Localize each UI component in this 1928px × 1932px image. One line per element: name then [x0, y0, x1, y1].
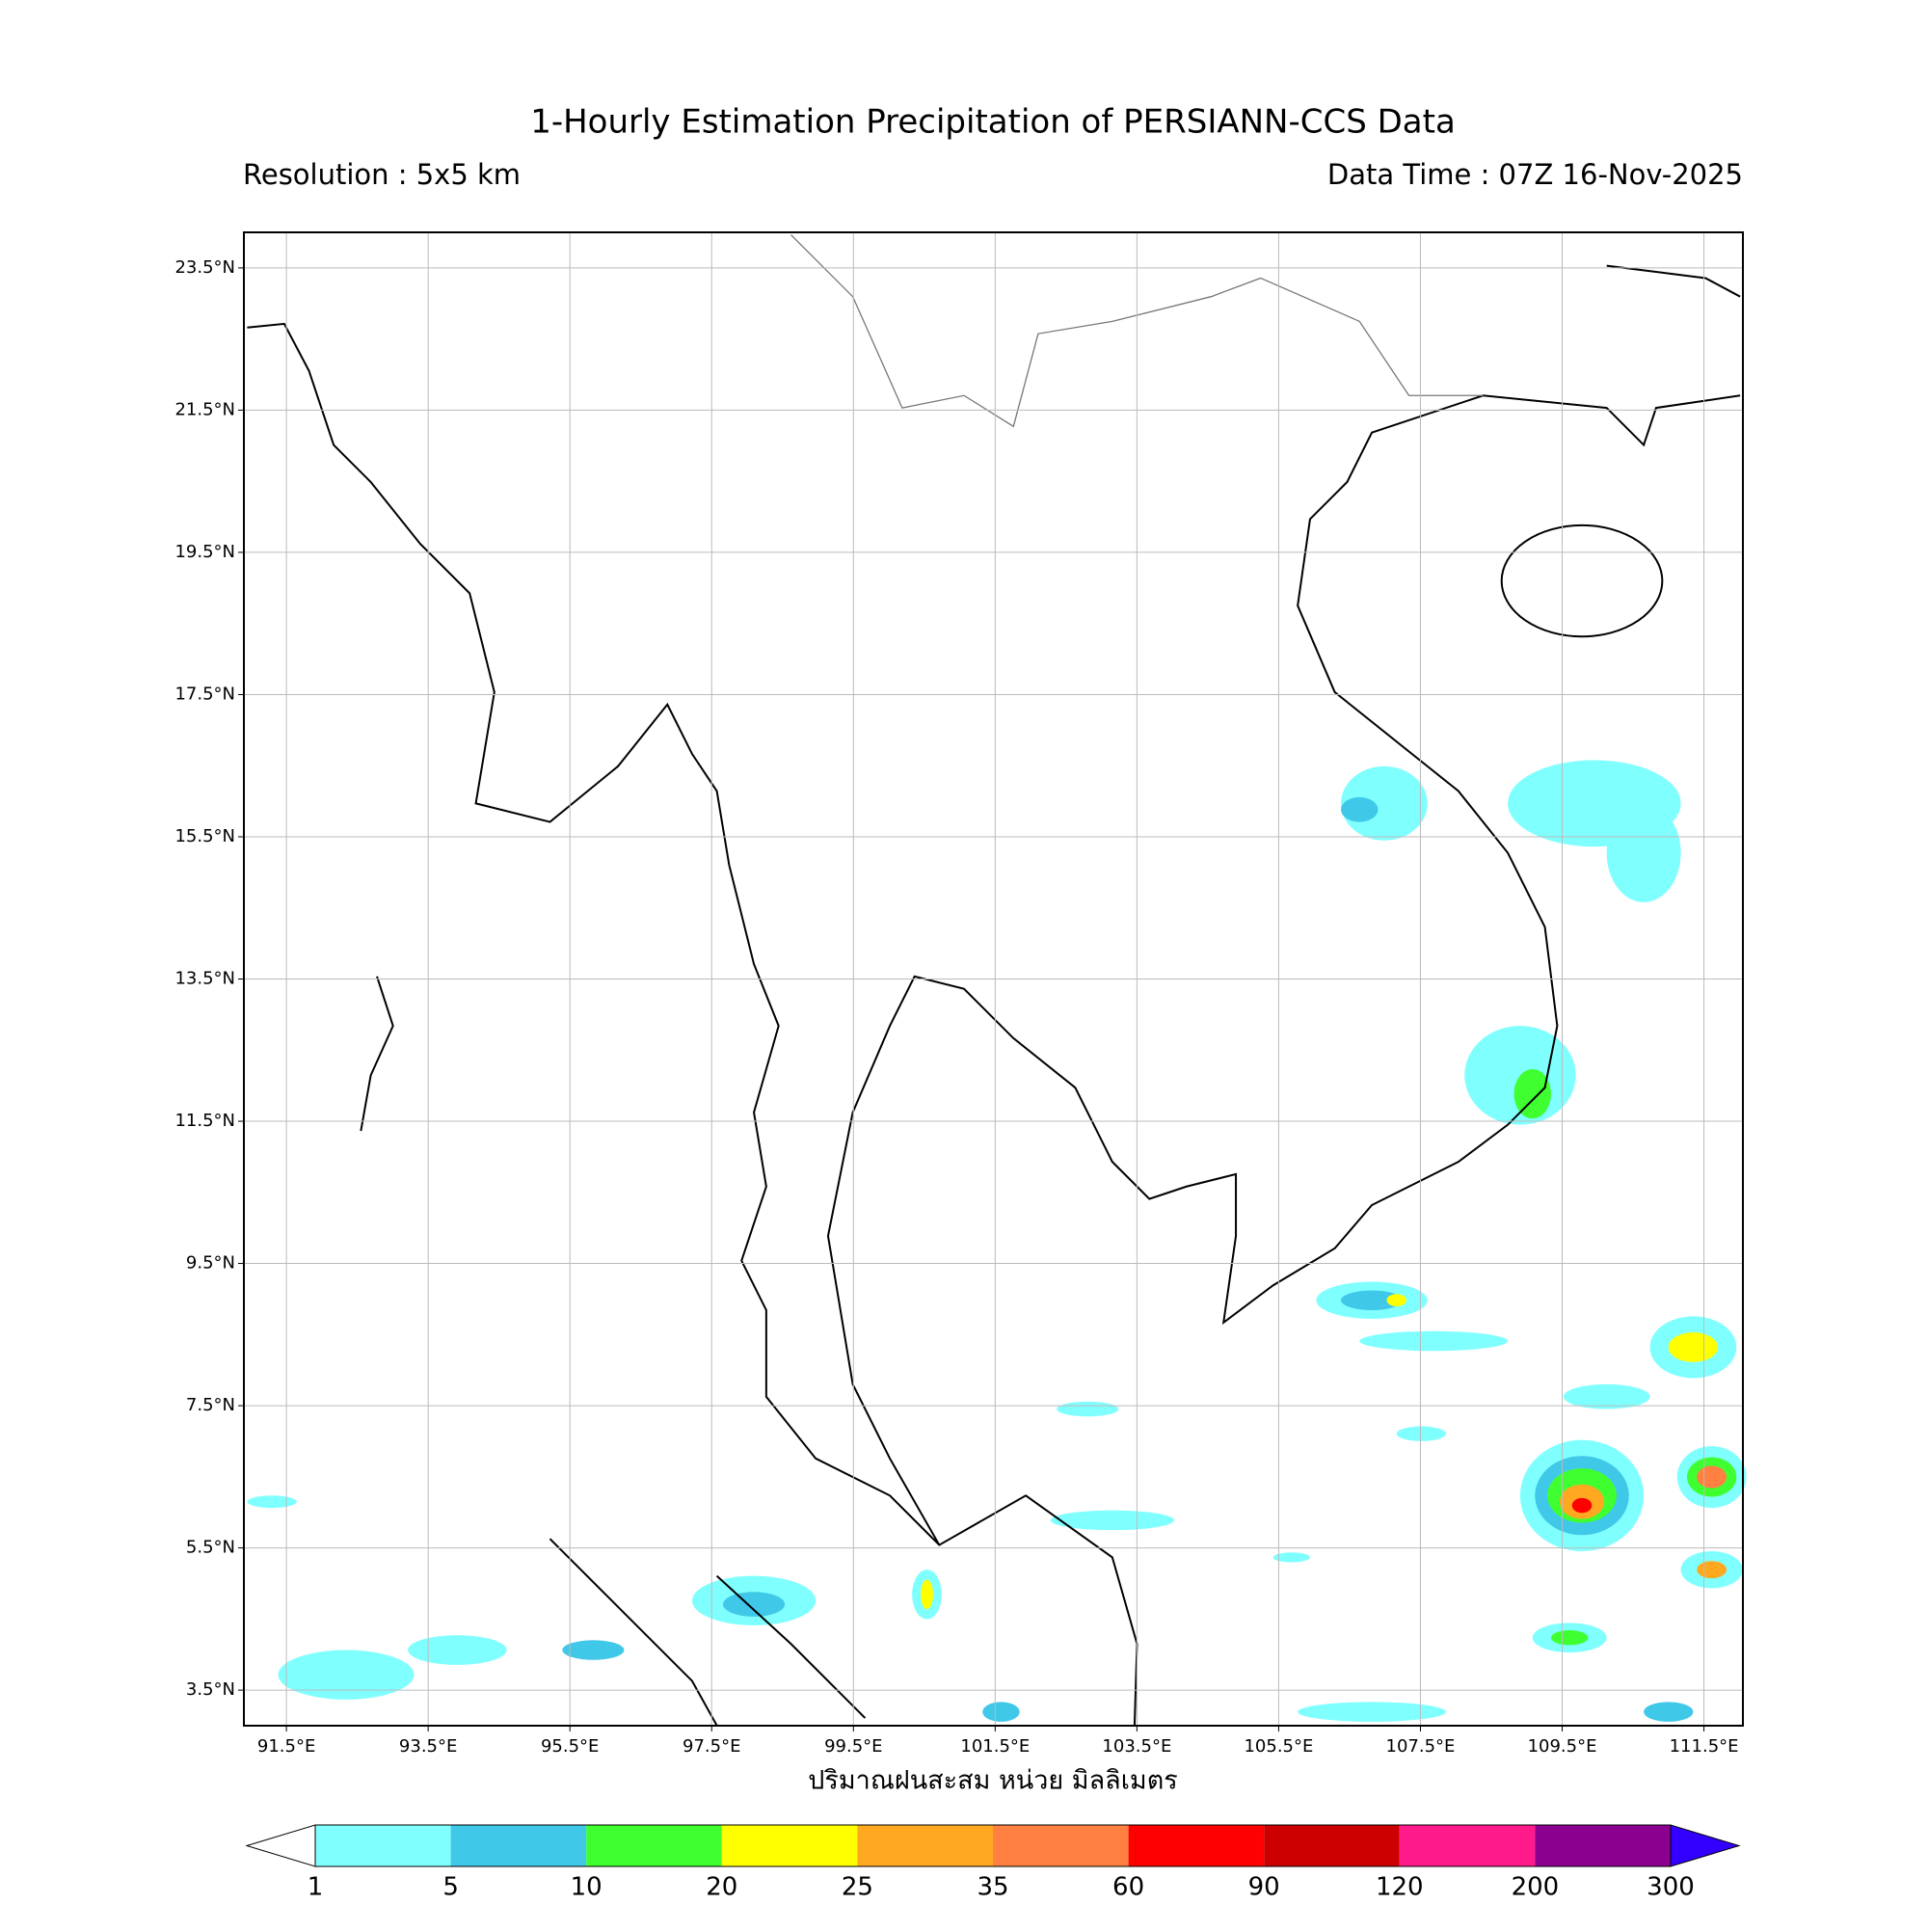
map-frame [243, 231, 1744, 1727]
rain-area [408, 1635, 507, 1665]
colorbar-frame [314, 1824, 1672, 1867]
x-tick-label: 101.5°E [960, 1736, 1030, 1757]
rain-area [1341, 765, 1428, 841]
x-tick-label: 105.5°E [1244, 1736, 1313, 1757]
rain-area [1050, 1510, 1174, 1531]
colorbar-segment [1128, 1825, 1265, 1866]
rain-area [278, 1650, 415, 1700]
colorbar-tick-label: 5 [442, 1873, 459, 1902]
x-tick-label: 93.5°E [399, 1736, 457, 1757]
colorbar-tick-label: 60 [1112, 1873, 1144, 1902]
colorbar-tick-label: 120 [1376, 1873, 1424, 1902]
rain-area [1386, 1294, 1406, 1307]
rain-area [1513, 1068, 1551, 1119]
rain-area [1668, 1332, 1719, 1362]
rain-area [1057, 1401, 1119, 1417]
y-tick-label: 11.5°N [174, 1111, 235, 1131]
y-tick-label: 21.5°N [174, 399, 235, 419]
colorbar-tick-label: 35 [977, 1873, 1008, 1902]
coastline [247, 322, 1138, 1726]
colorbar-segment [1399, 1825, 1536, 1866]
rain-area [1563, 1383, 1650, 1409]
data-time: Data Time : 07Z 16-Nov-2025 [1327, 158, 1743, 191]
colorbar-segment [993, 1825, 1129, 1866]
rain-area [1298, 1702, 1446, 1722]
colorbar-segment [586, 1825, 722, 1866]
coastline [1606, 264, 1741, 298]
y-tick-label: 23.5°N [174, 257, 235, 278]
colorbar-segment [1264, 1825, 1400, 1866]
rain-area [1359, 1330, 1509, 1352]
rain-area [723, 1592, 786, 1617]
colorbar-tick-label: 25 [842, 1873, 873, 1902]
colorbar-tick-label: 90 [1248, 1873, 1280, 1902]
y-tick-label: 13.5°N [174, 969, 235, 989]
y-tick-label: 17.5°N [174, 684, 235, 704]
y-tick-label: 9.5°N [186, 1253, 235, 1274]
rain-area [1697, 1465, 1727, 1489]
rain-area [247, 1495, 297, 1509]
y-tick-label: 5.5°N [186, 1538, 235, 1558]
colorbar-segment [315, 1825, 451, 1866]
coastline [826, 394, 1741, 1546]
colorbar-over [1670, 1824, 1741, 1867]
y-tick-label: 19.5°N [174, 542, 235, 562]
resolution: Resolution : 5x5 km [243, 158, 521, 191]
coastline [1500, 523, 1664, 638]
x-tick-label: 91.5°E [257, 1736, 315, 1757]
colorbar-tick-label: 300 [1647, 1873, 1695, 1902]
rain-area [982, 1702, 1020, 1722]
rain-area [562, 1640, 625, 1660]
colorbar-segment [450, 1825, 587, 1866]
rain-area [1341, 1290, 1404, 1310]
rain-area [1341, 796, 1379, 822]
colorbar-tick-label: 20 [706, 1873, 737, 1902]
colorbar-label: ปริมาณฝนสะสม หน่วย มิลลิเมตร [808, 1766, 1178, 1796]
y-tick-label: 7.5°N [186, 1395, 235, 1415]
border [790, 234, 1484, 428]
rain-area [1272, 1552, 1310, 1563]
x-tick-label: 95.5°E [541, 1736, 599, 1757]
coastline [715, 1574, 867, 1719]
x-tick-label: 107.5°E [1386, 1736, 1456, 1757]
x-tick-label: 109.5°E [1528, 1736, 1597, 1757]
colorbar-tick-label: 10 [571, 1873, 602, 1902]
x-tick-label: 103.5°E [1102, 1736, 1171, 1757]
colorbar-tick-label: 200 [1512, 1873, 1560, 1902]
x-tick-label: 111.5°E [1670, 1736, 1739, 1757]
rain-area [1550, 1630, 1589, 1646]
colorbar-under [245, 1824, 316, 1867]
title: 1-Hourly Estimation Precipitation of PER… [530, 103, 1456, 142]
x-tick-label: 99.5°E [824, 1736, 882, 1757]
colorbar-segment [1535, 1825, 1671, 1866]
rain-area [1606, 803, 1681, 902]
y-tick-label: 3.5°N [186, 1679, 235, 1700]
y-tick-label: 15.5°N [174, 826, 235, 846]
colorbar-segment [721, 1825, 858, 1866]
colorbar-tick-label: 1 [308, 1873, 324, 1902]
rain-area [921, 1579, 933, 1610]
rain-area [1396, 1426, 1447, 1441]
rain-area [1644, 1702, 1694, 1722]
colorbar: 1 5 10 20 25 35 60 90 120 200 300 [245, 1824, 1741, 1902]
coastline [360, 976, 394, 1132]
coastline [549, 1538, 718, 1727]
map: 91.5°E 93.5°E 95.5°E 97.5°E 99.5°E 101.5°E 103… [174, 231, 1747, 1757]
rain-area [1697, 1561, 1727, 1579]
colorbar-segment [857, 1825, 993, 1866]
rain-area [1571, 1497, 1593, 1514]
x-tick-label: 97.5°E [683, 1736, 740, 1757]
